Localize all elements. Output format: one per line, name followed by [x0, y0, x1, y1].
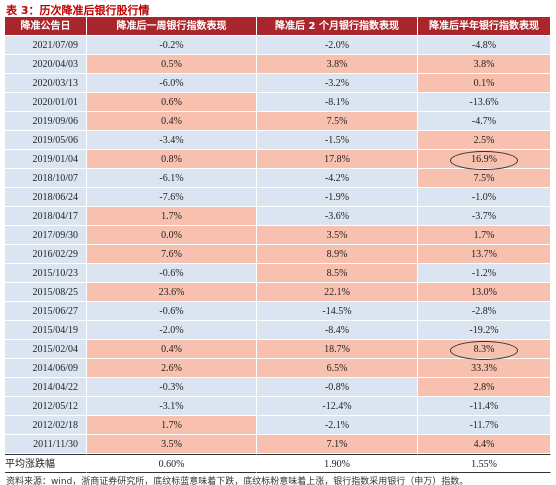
date-cell: 2020/03/13: [5, 74, 87, 93]
value-cell: -3.4%: [87, 131, 257, 150]
value-cell: -19.2%: [418, 321, 551, 340]
average-cell: 1.90%: [257, 454, 418, 473]
date-cell: 2019/01/04: [5, 150, 87, 169]
value-cell: -3.7%: [418, 207, 551, 226]
average-cell: 1.55%: [418, 454, 551, 473]
value-cell: 8.9%: [257, 245, 418, 264]
value-cell: -14.5%: [257, 302, 418, 321]
date-cell: 2018/04/17: [5, 207, 87, 226]
date-cell: 2019/09/06: [5, 112, 87, 131]
header-cell: 降准后 2 个月银行指数表现: [257, 17, 418, 36]
value-cell: 1.7%: [87, 416, 257, 435]
value-cell: 13.7%: [418, 245, 551, 264]
value-cell: 2.8%: [418, 378, 551, 397]
value-cell: -4.8%: [418, 36, 551, 55]
average-cell: 0.60%: [87, 454, 257, 473]
value-cell: -11.4%: [418, 397, 551, 416]
value-cell: 0.4%: [87, 112, 257, 131]
date-cell: 2017/09/30: [5, 226, 87, 245]
value-cell: 0.1%: [418, 74, 551, 93]
value-cell: -1.0%: [418, 188, 551, 207]
date-cell: 2020/01/01: [5, 93, 87, 112]
value-cell: 22.1%: [257, 283, 418, 302]
value-cell: -1.2%: [418, 264, 551, 283]
value-cell: -2.1%: [257, 416, 418, 435]
value-cell: 7.5%: [418, 169, 551, 188]
value-cell: -7.6%: [87, 188, 257, 207]
header-cell: 降准后半年银行指数表现: [418, 17, 551, 36]
value-cell: -4.2%: [257, 169, 418, 188]
date-cell: 2018/10/07: [5, 169, 87, 188]
date-cell: 2014/06/09: [5, 359, 87, 378]
date-cell: 2012/05/12: [5, 397, 87, 416]
value-cell: -2.0%: [257, 36, 418, 55]
date-cell: 2019/05/06: [5, 131, 87, 150]
value-cell: 7.5%: [257, 112, 418, 131]
value-cell: 7.6%: [87, 245, 257, 264]
header-cell: 降准公告日: [5, 17, 87, 36]
value-cell: -1.5%: [257, 131, 418, 150]
highlight-circle: [450, 151, 518, 170]
date-cell: 2015/10/23: [5, 264, 87, 283]
value-cell: 33.3%: [418, 359, 551, 378]
header-cell: 降准后一周银行指数表现: [87, 17, 257, 36]
value-cell: 0.0%: [87, 226, 257, 245]
date-cell: 2015/02/04: [5, 340, 87, 359]
value-cell: -0.2%: [87, 36, 257, 55]
value-cell: 18.7%: [257, 340, 418, 359]
value-cell: 23.6%: [87, 283, 257, 302]
date-cell: 2012/02/18: [5, 416, 87, 435]
date-cell: 2014/04/22: [5, 378, 87, 397]
value-cell: 3.8%: [257, 55, 418, 74]
value-cell: -0.6%: [87, 302, 257, 321]
value-cell: 1.7%: [87, 207, 257, 226]
date-cell: 2015/06/27: [5, 302, 87, 321]
value-cell: -8.1%: [257, 93, 418, 112]
date-cell: 2016/02/29: [5, 245, 87, 264]
value-cell: 13.0%: [418, 283, 551, 302]
highlight-circle: [450, 341, 518, 360]
value-cell: 2.5%: [418, 131, 551, 150]
value-cell: -2.0%: [87, 321, 257, 340]
value-cell: 0.4%: [87, 340, 257, 359]
title: 表 3：历次降准后银行股行情: [6, 4, 150, 17]
value-cell: -12.4%: [257, 397, 418, 416]
value-cell: 0.8%: [87, 150, 257, 169]
value-cell: 4.4%: [418, 435, 551, 454]
date-cell: 2015/04/19: [5, 321, 87, 340]
value-cell: -1.9%: [257, 188, 418, 207]
value-cell: -4.7%: [418, 112, 551, 131]
date-cell: 2021/07/09: [5, 36, 87, 55]
value-cell: -6.0%: [87, 74, 257, 93]
source-note: 资料来源：wind，浙商证券研究所，底纹标蓝意味着下跌，底纹标粉意味着上涨，银行…: [6, 477, 469, 485]
average-cell: 平均涨跌幅: [5, 454, 87, 473]
value-cell: 3.5%: [257, 226, 418, 245]
value-cell: 0.6%: [87, 93, 257, 112]
value-cell: -3.6%: [257, 207, 418, 226]
value-cell: -8.4%: [257, 321, 418, 340]
value-cell: 3.5%: [87, 435, 257, 454]
value-cell: -13.6%: [418, 93, 551, 112]
value-cell: -3.1%: [87, 397, 257, 416]
value-cell: -11.7%: [418, 416, 551, 435]
value-cell: -2.8%: [418, 302, 551, 321]
value-cell: 1.7%: [418, 226, 551, 245]
value-cell: -3.2%: [257, 74, 418, 93]
value-cell: 17.8%: [257, 150, 418, 169]
date-cell: 2011/11/30: [5, 435, 87, 454]
value-cell: 2.6%: [87, 359, 257, 378]
value-cell: -6.1%: [87, 169, 257, 188]
date-cell: 2015/08/25: [5, 283, 87, 302]
value-cell: -0.8%: [257, 378, 418, 397]
date-cell: 2018/06/24: [5, 188, 87, 207]
value-cell: -0.3%: [87, 378, 257, 397]
value-cell: 8.5%: [257, 264, 418, 283]
value-cell: 7.1%: [257, 435, 418, 454]
value-cell: 3.8%: [418, 55, 551, 74]
value-cell: 0.5%: [87, 55, 257, 74]
date-cell: 2020/04/03: [5, 55, 87, 74]
value-cell: -0.6%: [87, 264, 257, 283]
value-cell: 6.5%: [257, 359, 418, 378]
